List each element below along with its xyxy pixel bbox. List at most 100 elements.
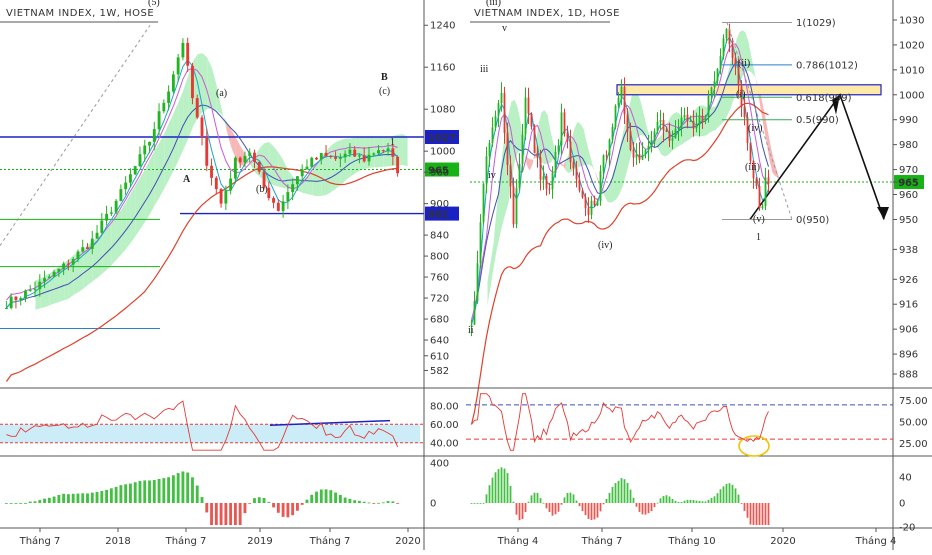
cloud-segment (589, 153, 593, 168)
candle-body (162, 102, 166, 112)
wave-label-iv-paren: (iv) (598, 240, 612, 251)
candle (584, 193, 587, 217)
candle (653, 128, 656, 147)
weekly-time-axis[interactable]: Tháng 7 2018 Tháng 7 2019 Tháng 7 2020 (19, 528, 421, 547)
cloud-segment (92, 237, 98, 282)
macd-bar (4, 503, 8, 504)
weekly-price-axis[interactable]: 1240 1160 1080 1000 960 900 840 800 760 720 680 640… (0, 0, 466, 550)
cloud-segment (751, 57, 755, 77)
macd-bar (569, 492, 572, 503)
candle (701, 108, 704, 129)
macd-bar (698, 500, 701, 503)
candle-body (76, 251, 80, 260)
ma-mid-line (471, 61, 769, 325)
time-tick-label: Tháng 4 (497, 535, 539, 547)
macd-bar (272, 503, 275, 508)
candle (358, 153, 361, 164)
candle (124, 176, 128, 196)
macd-bar (210, 503, 213, 525)
projection-arrowhead-down (877, 206, 889, 220)
candle (479, 214, 482, 269)
price-tick-label: 900 (430, 199, 449, 210)
candle-body (521, 134, 524, 164)
macd-bar (617, 480, 620, 503)
macd-bar (157, 478, 161, 503)
candle (563, 108, 566, 137)
candle-body (105, 213, 109, 221)
candle-body (148, 141, 151, 146)
daily-wave-labels: (iii) v iii iv ii (iv) (ii) (i) (iv) (iii) (v) 1 (468, 0, 765, 336)
macd-bar (200, 497, 204, 503)
cloud-segment (493, 210, 497, 268)
cloud-segment (340, 138, 346, 185)
candle-body (725, 29, 728, 39)
macd-bar (668, 496, 671, 503)
weekly-level-lines: 1027 881 965 (0, 21, 459, 329)
macd-bar (623, 479, 626, 503)
macd-bar (205, 503, 209, 513)
candle-body (656, 121, 659, 132)
rsi-divergence-line (269, 419, 391, 426)
level-tag-881: 881 (428, 210, 449, 221)
candle-body (95, 232, 99, 239)
cloud-segment (312, 163, 317, 197)
candle (767, 169, 770, 194)
candle (623, 77, 626, 125)
candle (148, 141, 151, 153)
macd-bar (701, 501, 704, 503)
macd-bar (114, 486, 118, 503)
candle (476, 250, 479, 304)
candle-body (100, 220, 104, 233)
daily-time-axis[interactable]: Tháng 4 Tháng 7 Tháng 10 2020 Tháng 4 (497, 528, 897, 547)
candle-body (348, 149, 352, 154)
macd-bar (243, 503, 247, 514)
candle-body (4, 308, 8, 310)
macd-bar (485, 494, 488, 503)
candle (698, 106, 701, 137)
candle-body (358, 155, 361, 157)
candle-body (276, 202, 280, 211)
candle (391, 144, 395, 166)
candle (506, 122, 509, 176)
candle-body (602, 155, 605, 172)
candle (470, 319, 473, 337)
candle (764, 167, 767, 211)
candle (608, 138, 611, 166)
candle-body (509, 165, 512, 187)
time-tick-label: Tháng 7 (309, 535, 351, 547)
candle-body (518, 163, 521, 189)
candle-body (575, 168, 578, 180)
cloud-segment (402, 134, 408, 167)
candle (626, 108, 629, 143)
candle-body (746, 117, 749, 143)
cloud-segment (775, 165, 779, 178)
cloud-segment (169, 112, 174, 180)
price-tick-label: 970 (899, 165, 918, 176)
weekly-chart-panel[interactable]: VIETNAM INDEX, 1W, HOSE 1027 881 965 (5) (a… (0, 0, 466, 550)
candle-body (524, 97, 527, 135)
candle-body (584, 197, 587, 209)
candle (291, 178, 295, 201)
cloud-segment (378, 136, 384, 168)
candle-body (515, 188, 518, 225)
candle-body (542, 176, 545, 180)
candle (186, 37, 190, 72)
candle (267, 181, 271, 201)
candle (57, 268, 61, 278)
candle (704, 114, 707, 125)
wave-label-5: (5) (148, 0, 160, 8)
candle (238, 156, 242, 168)
candle (167, 85, 171, 111)
ma-short-line (471, 43, 769, 320)
candle-body (533, 126, 536, 153)
daily-chart-panel[interactable]: VIETNAM INDEX, 1D, HOSE 965 1(1029) 0.786… (466, 0, 932, 550)
candle-body (560, 112, 563, 146)
macd-bar (611, 486, 614, 503)
macd-bar (476, 503, 479, 504)
cloud-segment (634, 91, 638, 145)
macd-bar (109, 488, 113, 503)
candle (650, 130, 653, 153)
candle-body (539, 157, 542, 180)
